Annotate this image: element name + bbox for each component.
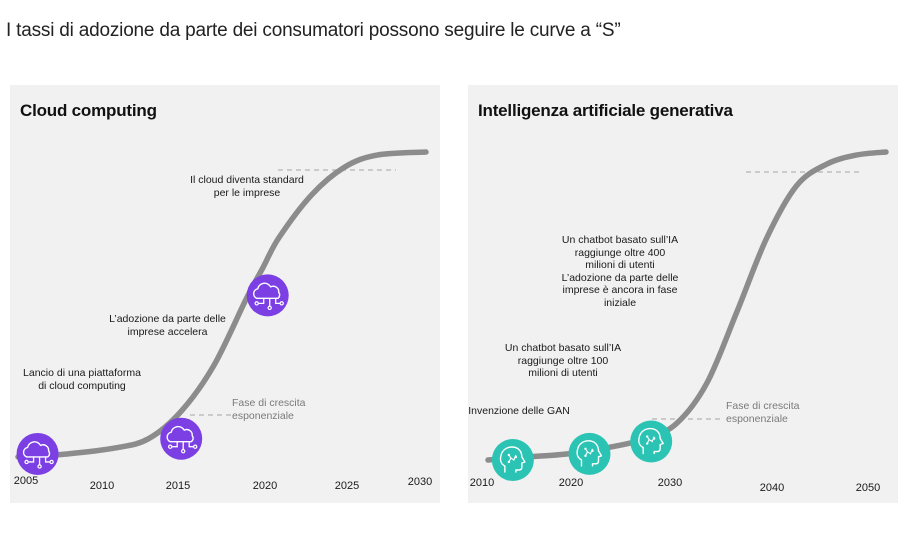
adoption-s-curve <box>15 149 429 460</box>
annotation-chatbot-100m: Un chatbot basato sull’IA raggiunge oltr… <box>504 342 622 379</box>
marker-circle <box>630 420 673 463</box>
marker-circle <box>246 274 289 317</box>
cloud-network-icon <box>246 274 289 317</box>
adoption-s-curve <box>485 149 889 463</box>
x-tick-label: 2050 <box>855 482 881 494</box>
marker-circle <box>16 432 59 475</box>
generative-ai-panel: Intelligenza artificiale generativa Inve… <box>468 85 898 503</box>
phase-label-genai: Fase di crescita esponenziale <box>726 400 800 425</box>
phase-label-cloud: Fase di crescita esponenziale <box>232 397 306 422</box>
marker-circle <box>568 432 611 475</box>
x-tick-label: 2030 <box>657 477 683 489</box>
x-tick-label: 2025 <box>334 480 360 492</box>
cloud-computing-chart <box>15 149 429 475</box>
ai-head-icon <box>630 420 673 463</box>
cloud-computing-panel: Cloud computing Lancio di una piattaform… <box>10 85 440 503</box>
x-tick-label: 2030 <box>407 476 433 488</box>
x-tick-label: 2015 <box>165 480 191 492</box>
ai-head-icon <box>568 432 611 475</box>
panel-title-genai: Intelligenza artificiale generativa <box>478 101 733 120</box>
generative-ai-chart <box>485 149 889 481</box>
x-tick-label: 2005 <box>13 475 39 487</box>
x-tick-label: 2010 <box>469 477 495 489</box>
panel-title-cloud: Cloud computing <box>20 101 157 120</box>
marker-circle <box>491 439 534 481</box>
annotation-chatbot-400m: Un chatbot basato sull’IA raggiunge oltr… <box>561 234 679 309</box>
cloud-network-icon <box>16 432 59 475</box>
cloud-network-icon <box>160 417 203 460</box>
annotation-launch: Lancio di una piattaforma di cloud compu… <box>23 367 141 392</box>
x-tick-label: 2010 <box>89 480 115 492</box>
annotation-cloud-standard: Il cloud diventa standard per le imprese <box>190 174 304 199</box>
marker-circle <box>160 417 203 460</box>
ai-head-icon <box>491 439 534 481</box>
page-title: I tassi di adozione da parte dei consuma… <box>6 20 621 41</box>
annotation-gan-invention: Invenzione delle GAN <box>468 405 570 417</box>
x-tick-label: 2040 <box>759 482 785 494</box>
x-tick-label: 2020 <box>558 477 584 489</box>
annotation-enterprise-accelerates: L’adozione da parte delle imprese accele… <box>109 313 226 338</box>
x-tick-label: 2020 <box>252 480 278 492</box>
